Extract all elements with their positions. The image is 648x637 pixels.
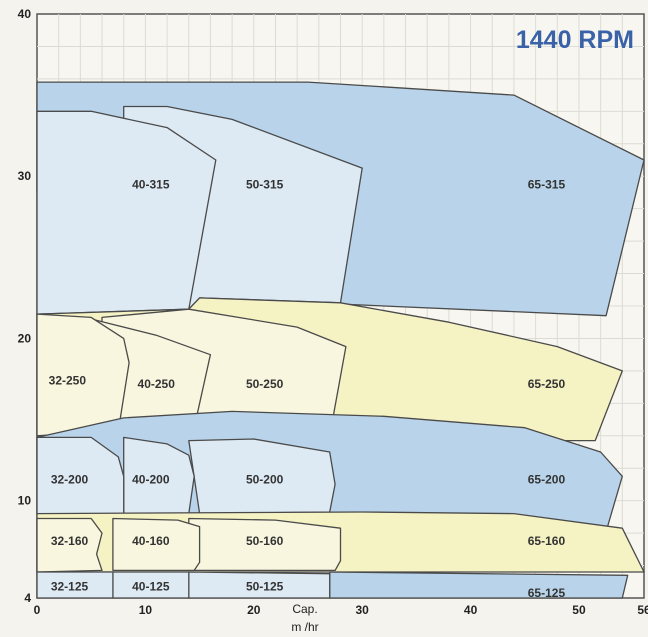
x-axis-ticks: 0 10 20 30 40 50 56 (34, 603, 648, 617)
region-label-65-315: 65-315 (528, 177, 566, 191)
y-axis-ticks: 4 10 20 30 40 (18, 7, 32, 605)
x-axis-label-line2: m /hr (291, 620, 318, 634)
region-40-315 (36, 110, 217, 315)
x-tick-label: 56 (637, 603, 648, 617)
region-label-65-125: 65-125 (528, 586, 566, 600)
pump-region-labels: 65-315 50-315 40-315 65-250 50-250 40-250 32-2… (49, 177, 566, 600)
x-tick-label: 0 (34, 603, 41, 617)
region-label-32-160: 32-160 (51, 534, 89, 548)
region-label-65-200: 65-200 (528, 473, 566, 487)
x-tick-label: 50 (572, 603, 586, 617)
y-tick-label: 30 (18, 169, 32, 183)
region-label-32-200: 32-200 (51, 473, 89, 487)
region-label-50-250: 50-250 (246, 377, 284, 391)
region-label-50-160: 50-160 (246, 534, 284, 548)
region-32-125 (36, 571, 114, 599)
y-tick-label: 4 (24, 591, 31, 605)
x-axis-label-line1: Cap. (292, 602, 317, 616)
y-tick-label: 20 (18, 331, 32, 345)
region-label-65-250: 65-250 (528, 377, 566, 391)
x-tick-label: 10 (139, 603, 153, 617)
region-label-50-315: 50-315 (246, 177, 284, 191)
region-label-40-125: 40-125 (132, 580, 170, 594)
region-label-40-315: 40-315 (132, 177, 170, 191)
region-label-50-125: 50-125 (246, 580, 284, 594)
region-label-40-200: 40-200 (132, 473, 170, 487)
y-tick-label: 10 (18, 494, 32, 508)
x-tick-label: 20 (247, 603, 261, 617)
y-tick-label: 40 (18, 7, 32, 21)
region-label-65-160: 65-160 (528, 534, 566, 548)
region-32-160 (36, 517, 103, 573)
region-label-40-250: 40-250 (138, 377, 176, 391)
region-40-160 (112, 517, 201, 572)
region-label-50-200: 50-200 (246, 473, 284, 487)
pump-regions (36, 81, 645, 599)
chart-title: 1440 RPM (516, 26, 634, 54)
x-tick-label: 30 (355, 603, 369, 617)
region-label-32-250: 32-250 (49, 374, 87, 388)
region-65-125 (329, 571, 629, 599)
region-label-40-160: 40-160 (132, 534, 170, 548)
x-tick-label: 40 (464, 603, 478, 617)
region-label-32-125: 32-125 (51, 580, 89, 594)
